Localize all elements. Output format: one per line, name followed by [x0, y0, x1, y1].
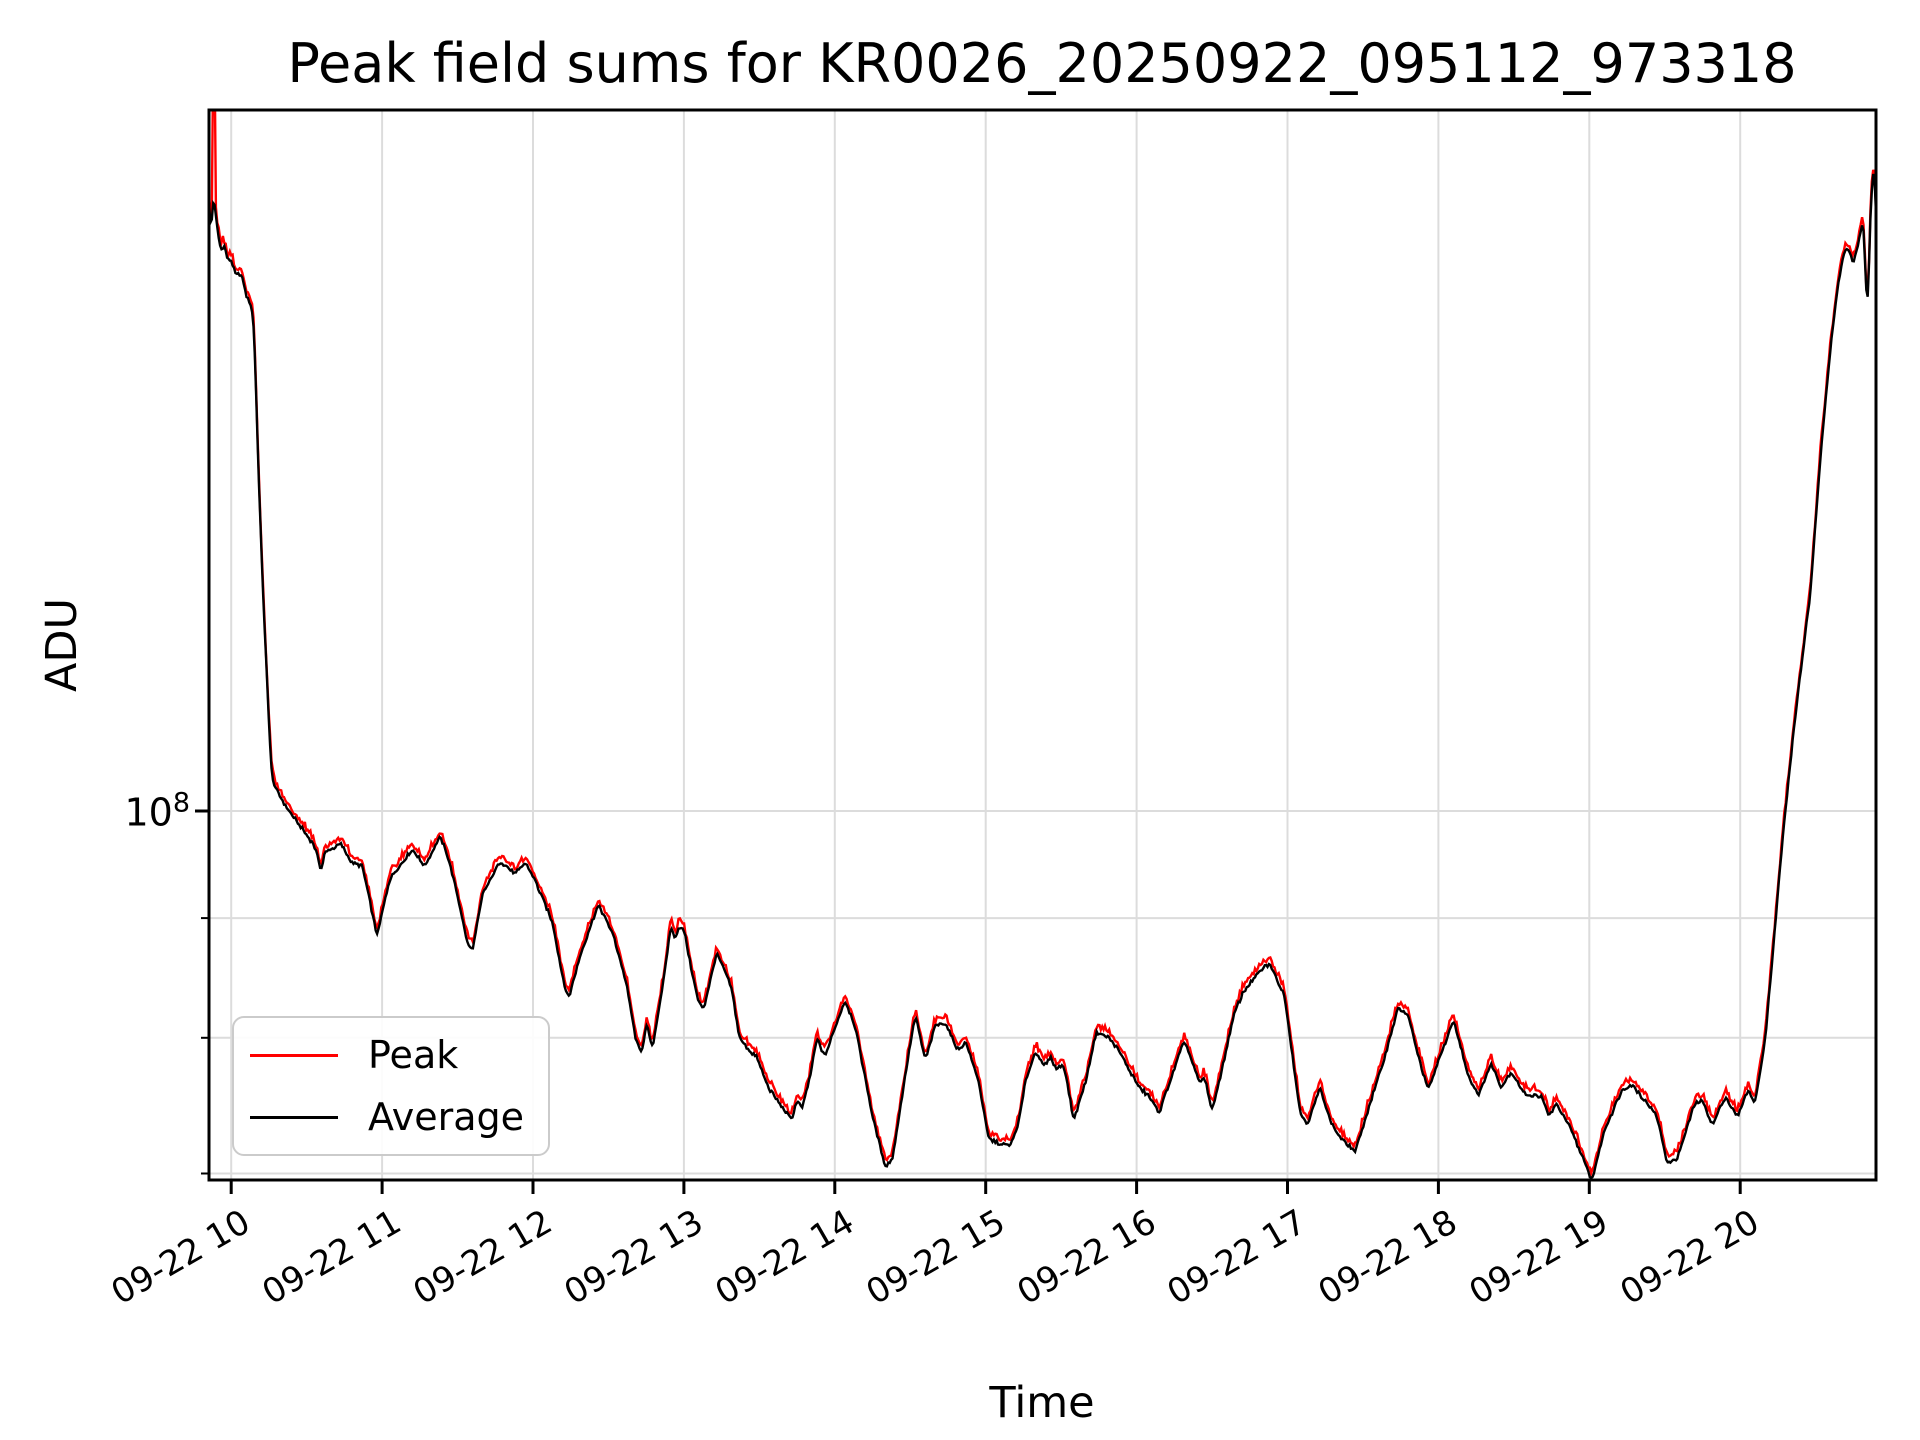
- average-line-swatch: [250, 1115, 338, 1119]
- y-tick-exponent: 8: [172, 787, 190, 819]
- y-tick-label: 108: [124, 788, 190, 835]
- legend: Peak Average: [232, 1016, 550, 1156]
- chart-title: Peak field sums for KR0026_20250922_0951…: [287, 32, 1797, 95]
- axes-spines: [207, 108, 1878, 1182]
- legend-entry-peak: Peak: [234, 1036, 548, 1074]
- series-lines: [209, 110, 1876, 1180]
- average-line: [209, 173, 1876, 1180]
- peak-line-swatch: [250, 1053, 338, 1057]
- x-axis-label: Time: [989, 1378, 1095, 1428]
- legend-label-peak: Peak: [368, 1033, 459, 1077]
- legend-label-average: Average: [368, 1095, 525, 1139]
- legend-entry-average: Average: [234, 1098, 548, 1136]
- y-tick-base: 10: [124, 790, 173, 835]
- y-axis-label: ADU: [37, 598, 87, 692]
- peak-line: [209, 110, 1876, 1178]
